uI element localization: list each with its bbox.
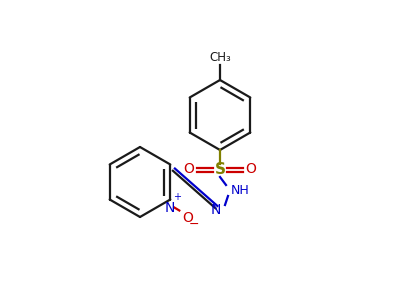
Text: N: N [211,203,221,217]
Text: −: − [189,218,200,231]
Text: O: O [182,212,193,226]
Text: CH₃: CH₃ [209,51,231,64]
Text: N: N [165,202,176,215]
Text: S: S [214,163,226,178]
Text: O: O [184,162,194,176]
Text: O: O [246,162,256,176]
Text: NH: NH [231,184,250,196]
Text: +: + [173,193,181,202]
